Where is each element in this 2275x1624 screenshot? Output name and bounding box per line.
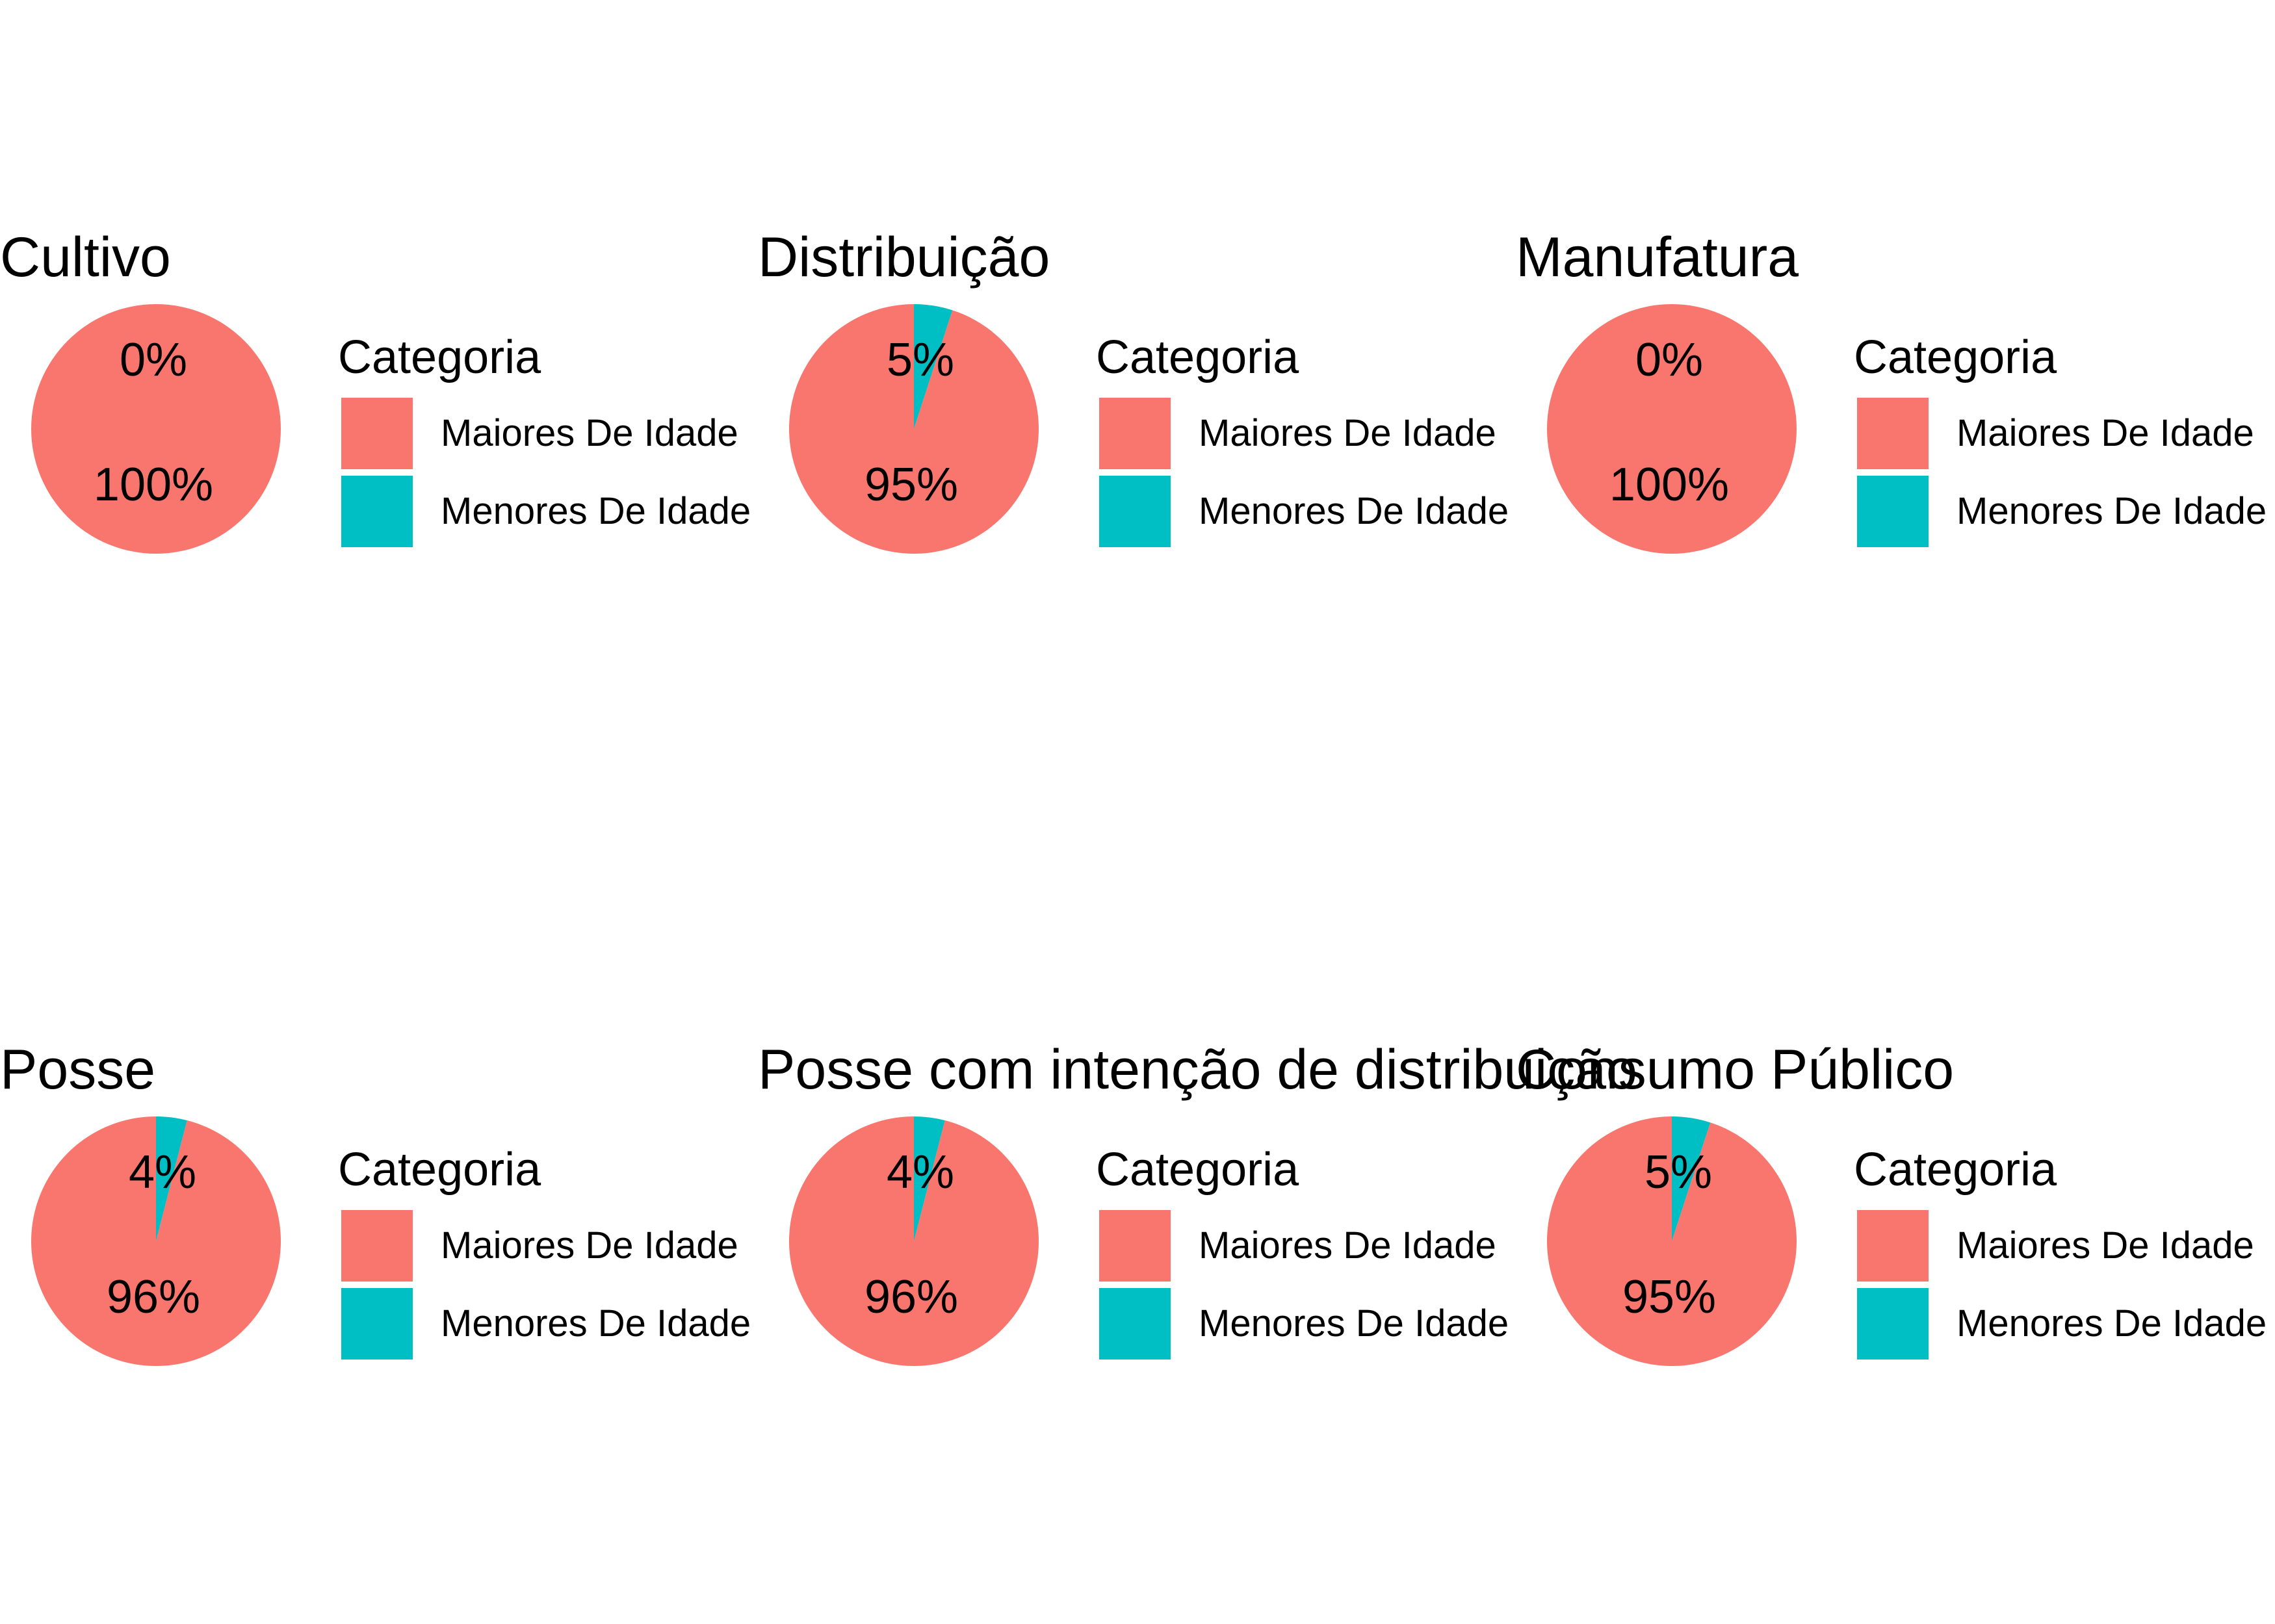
legend-label: Menores De Idade [1199, 490, 1509, 532]
legend-key-swatch [1099, 1288, 1171, 1360]
legend-item-maiores-de-idade: Maiores De Idade [1096, 1210, 1512, 1288]
legend-item-maiores-de-idade: Maiores De Idade [1096, 398, 1512, 476]
legend-key-swatch [1857, 476, 1929, 547]
chart-title: Distribuição [758, 226, 1050, 289]
legend-key-swatch [1099, 1210, 1171, 1282]
legend-key-swatch [1857, 1210, 1929, 1282]
pie-chart: 4% 96% [789, 1116, 1039, 1366]
legend-label: Menores De Idade [441, 1302, 751, 1345]
slice-label-menores-de-idade: 0% [1635, 334, 1703, 386]
legend: Categoria Maiores De Idade Menores De Idad… [1854, 1144, 2270, 1366]
pie-slice-maiores-de-idade [31, 1116, 281, 1366]
slice-label-menores-de-idade: 4% [129, 1146, 196, 1198]
legend-label: Menores De Idade [1199, 1302, 1509, 1345]
legend-label: Maiores De Idade [1956, 1224, 2254, 1267]
pie-panel-posse: Posse 4% 96% Categoria Maiores De Idade Menor… [0, 1040, 758, 1378]
chart-title: Posse [0, 1038, 156, 1101]
slice-label-menores-de-idade: 5% [887, 334, 954, 386]
legend-key-swatch [1857, 1288, 1929, 1360]
legend: Categoria Maiores De Idade Menores De Idad… [338, 331, 754, 554]
slice-label-maiores-de-idade: 100% [94, 459, 213, 511]
legend-key-swatch [341, 1210, 413, 1282]
slice-label-menores-de-idade: 5% [1644, 1146, 1712, 1198]
legend-key-swatch [1857, 398, 1929, 469]
legend: Categoria Maiores De Idade Menores De Idad… [1096, 1144, 1512, 1366]
legend-title: Categoria [1854, 331, 2057, 383]
slice-label-maiores-de-idade: 95% [864, 459, 958, 511]
pie-slice-maiores-de-idade [31, 304, 281, 554]
legend-item-maiores-de-idade: Maiores De Idade [1854, 398, 2270, 476]
pie-slice-menores-de-idade [914, 304, 953, 429]
legend-title: Categoria [1854, 1144, 2057, 1196]
pie-slice-menores-de-idade [914, 1116, 945, 1241]
pie-slice-maiores-de-idade [789, 1116, 1039, 1366]
legend-item-menores-de-idade: Menores De Idade [1096, 1288, 1512, 1366]
legend-label: Maiores De Idade [1956, 412, 2254, 454]
legend-title: Categoria [338, 331, 541, 383]
legend-item-maiores-de-idade: Maiores De Idade [1854, 1210, 2270, 1288]
legend-item-maiores-de-idade: Maiores De Idade [338, 398, 754, 476]
pie-slice-menores-de-idade [1672, 1116, 1711, 1241]
chart-title: Posse com intenção de distribuição [758, 1038, 1637, 1101]
pie-panel-distribuicao: Distribuição 5% 95% Categoria Maiores De Ida… [758, 227, 1516, 565]
legend-label: Menores De Idade [1956, 490, 2267, 532]
slice-label-maiores-de-idade: 95% [1622, 1271, 1716, 1323]
legend-item-menores-de-idade: Menores De Idade [1096, 476, 1512, 554]
legend-key-swatch [341, 398, 413, 469]
pie-chart: 0% 100% [31, 304, 281, 554]
legend-item-menores-de-idade: Menores De Idade [1854, 1288, 2270, 1366]
legend-label: Maiores De Idade [441, 412, 738, 454]
pie-panel-manufatura: Manufatura 0% 100% Categoria Maiores De Idad… [1516, 227, 2274, 565]
slice-label-maiores-de-idade: 96% [107, 1271, 200, 1323]
pie-slice-menores-de-idade [156, 1116, 187, 1241]
pie-chart: 4% 96% [31, 1116, 281, 1366]
chart-title: Manufatura [1516, 226, 1799, 289]
pie-slice-maiores-de-idade [1547, 304, 1797, 554]
legend-key-swatch [341, 1288, 413, 1360]
legend-key-swatch [1099, 398, 1171, 469]
legend-title: Categoria [1096, 1144, 1299, 1196]
legend-item-menores-de-idade: Menores De Idade [338, 476, 754, 554]
legend-label: Menores De Idade [441, 490, 751, 532]
slice-label-maiores-de-idade: 96% [864, 1271, 958, 1323]
legend-title: Categoria [1096, 331, 1299, 383]
pie-panel-posse-com-intencao-de-distribuicao: Posse com intenção de distribuição 4% 96% C… [758, 1040, 1637, 1378]
pie-slice-maiores-de-idade [1547, 1116, 1797, 1366]
pie-panel-cultivo: Cultivo 0% 100% Categoria Maiores De Idade Me… [0, 227, 758, 565]
pie-panel-consumo-publico: Consumo Público 5% 95% Categoria Maiores De … [1516, 1040, 2274, 1378]
legend-item-maiores-de-idade: Maiores De Idade [338, 1210, 754, 1288]
slice-label-maiores-de-idade: 100% [1609, 459, 1729, 511]
pie-chart: 5% 95% [789, 304, 1039, 554]
legend: Categoria Maiores De Idade Menores De Idad… [1854, 331, 2270, 554]
slice-label-menores-de-idade: 0% [120, 334, 187, 386]
legend-item-menores-de-idade: Menores De Idade [338, 1288, 754, 1366]
pie-slice-maiores-de-idade [789, 304, 1039, 554]
legend-label: Maiores De Idade [1199, 412, 1496, 454]
slice-label-menores-de-idade: 4% [887, 1146, 954, 1198]
legend-key-swatch [341, 476, 413, 547]
legend: Categoria Maiores De Idade Menores De Idad… [338, 1144, 754, 1366]
legend-label: Maiores De Idade [441, 1224, 738, 1267]
legend-key-swatch [1099, 476, 1171, 547]
pie-chart: 0% 100% [1547, 304, 1797, 554]
legend-label: Menores De Idade [1956, 1302, 2267, 1345]
legend-title: Categoria [338, 1144, 541, 1196]
legend-item-menores-de-idade: Menores De Idade [1854, 476, 2270, 554]
chart-title: Cultivo [0, 226, 171, 289]
legend: Categoria Maiores De Idade Menores De Idad… [1096, 331, 1512, 554]
legend-label: Maiores De Idade [1199, 1224, 1496, 1267]
pie-chart: 5% 95% [1547, 1116, 1797, 1366]
chart-title: Consumo Público [1516, 1038, 1955, 1101]
